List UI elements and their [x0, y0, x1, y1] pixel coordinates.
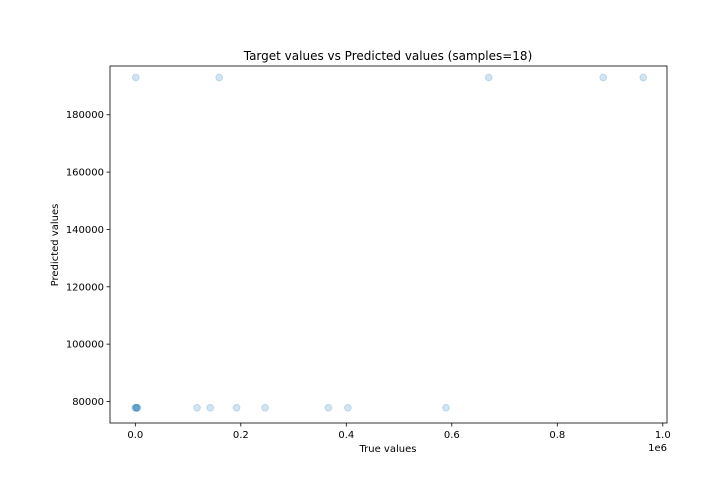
x-tick-label: 1.0: [655, 430, 671, 441]
data-point-5: [131, 403, 140, 412]
x-tick-label: 0.0: [127, 430, 143, 441]
x-axis-label: True values: [359, 444, 417, 455]
x-tick-label: 0.4: [338, 430, 354, 441]
x-tick-label: 0.2: [233, 430, 249, 441]
points-layer: [131, 73, 648, 412]
data-point-4: [639, 73, 648, 82]
data-point-14: [324, 403, 333, 412]
data-point-7: [132, 403, 141, 412]
y-axis-ticks: 80000 100000 120000 140000 160000 180000: [66, 110, 110, 408]
x-tick-label: 0.8: [549, 430, 565, 441]
data-point-6: [131, 403, 140, 412]
chart-title: Target values vs Predicted values (sampl…: [243, 49, 533, 63]
y-tick-label: 100000: [66, 340, 104, 351]
y-tick-label: 140000: [66, 225, 104, 236]
y-tick-label: 80000: [72, 397, 104, 408]
x-tick-label: 0.6: [444, 430, 460, 441]
data-point-11: [206, 403, 215, 412]
x-axis-ticks: 0.0 0.2 0.4 0.6 0.8 1.0: [127, 423, 671, 441]
plot-frame: [109, 65, 668, 424]
data-point-12: [232, 403, 241, 412]
data-point-2: [484, 73, 493, 82]
data-point-16: [442, 403, 450, 412]
data-point-13: [261, 403, 269, 412]
y-axis-label: Predicted values: [50, 204, 61, 287]
y-tick-label: 120000: [66, 282, 104, 293]
data-point-0: [131, 73, 140, 82]
y-tick-label: 180000: [66, 110, 104, 121]
data-point-3: [599, 73, 608, 82]
x-axis-offset-label: 1e6: [648, 443, 667, 454]
data-point-1: [215, 73, 224, 82]
data-point-8: [133, 403, 141, 412]
data-point-15: [343, 403, 352, 412]
data-point-9: [133, 403, 142, 412]
data-point-10: [193, 403, 201, 412]
y-tick-label: 160000: [66, 168, 104, 179]
